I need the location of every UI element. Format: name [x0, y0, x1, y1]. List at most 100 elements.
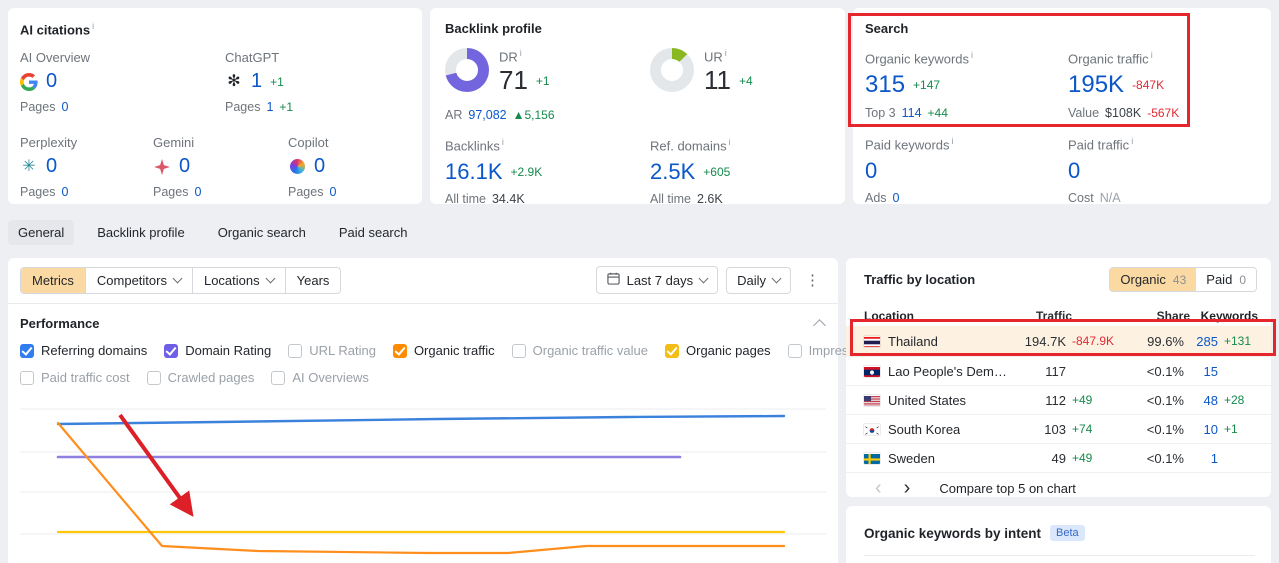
- keywords-delta: +1: [1224, 422, 1238, 436]
- next-page-icon[interactable]: ›: [903, 477, 911, 499]
- ads-value[interactable]: 0: [892, 190, 900, 205]
- checkbox-paid-traffic-cost[interactable]: Paid traffic cost: [20, 370, 130, 385]
- chatgpt-pages[interactable]: 1: [266, 100, 274, 115]
- copilot-pages[interactable]: 0: [329, 185, 337, 200]
- google-icon: [20, 72, 38, 91]
- checkbox-box[interactable]: [271, 370, 286, 385]
- keywords-count[interactable]: 1: [1210, 450, 1218, 466]
- ai-overview-count[interactable]: 0: [46, 70, 58, 93]
- performance-chart[interactable]: [8, 385, 838, 563]
- ref-domains-value[interactable]: 2.5K: [650, 158, 696, 184]
- paid-traffic-value[interactable]: 0: [1068, 157, 1081, 183]
- traffic-value: 49: [1051, 450, 1066, 466]
- paid-keywords-value[interactable]: 0: [865, 157, 878, 183]
- info-icon[interactable]: i: [951, 136, 954, 147]
- location-name: South Korea: [888, 421, 961, 437]
- location-name: Thailand: [888, 333, 938, 349]
- metric-checkbox-row-2: Paid traffic cost Crawled pages AI Overvie…: [8, 370, 838, 385]
- checkbox-box[interactable]: [20, 343, 34, 358]
- locations-dropdown[interactable]: Locations: [191, 267, 285, 293]
- flag-icon-us: [864, 395, 880, 406]
- checkbox-box[interactable]: [392, 343, 407, 358]
- table-row-lao-people-s-democratic-rep[interactable]: Lao People's Democratic Rep 117 <0.1% 15: [846, 356, 1271, 385]
- table-row-south-korea[interactable]: South Korea 103 +74 <0.1% 10 +1: [846, 414, 1271, 443]
- share-value: <0.1%: [1146, 363, 1184, 379]
- copilot-count[interactable]: 0: [314, 155, 326, 178]
- keywords-delta: +131: [1224, 334, 1252, 348]
- toggle-organic[interactable]: Organic 43: [1110, 268, 1197, 291]
- table-row-sweden[interactable]: Sweden 49 +49 <0.1% 1: [846, 443, 1271, 472]
- divider: [864, 555, 1255, 556]
- compare-top5-link[interactable]: Compare top 5 on chart: [939, 480, 1076, 496]
- perplexity-pages[interactable]: 0: [61, 185, 69, 200]
- checkbox-url-rating[interactable]: URL Rating: [288, 343, 376, 358]
- tab-general[interactable]: General: [8, 220, 75, 245]
- checkbox-box[interactable]: [787, 343, 802, 358]
- checkbox-box[interactable]: [288, 343, 303, 358]
- checkbox-referring-domains[interactable]: Referring domains: [20, 343, 147, 358]
- table-row-united-states[interactable]: United States 112 +49 <0.1% 48 +28: [846, 385, 1271, 414]
- divider: [8, 303, 838, 304]
- tab-backlink-profile[interactable]: Backlink profile: [97, 225, 185, 240]
- tab-organic-search[interactable]: Organic search: [217, 225, 306, 240]
- ai-citation-ai-overview: AI Overview 0 Pages 0: [20, 50, 91, 115]
- table-header-row: Location Traffic Share Keywords: [846, 306, 1271, 326]
- date-range-dropdown[interactable]: Last 7 days: [595, 266, 719, 294]
- ur-block: UR i 11 +4: [650, 48, 753, 122]
- info-icon[interactable]: i: [1131, 136, 1134, 147]
- checkbox-domain-rating[interactable]: Domain Rating: [164, 343, 271, 358]
- gemini-icon: [153, 158, 171, 176]
- ai-citation-perplexity: Perplexity ✳ 0 Pages 0: [20, 135, 78, 200]
- metrics-button[interactable]: Metrics: [21, 267, 85, 293]
- info-icon[interactable]: i: [971, 50, 974, 60]
- checkbox-organic-pages[interactable]: Organic pages: [665, 343, 771, 358]
- info-icon[interactable]: i: [1150, 50, 1153, 60]
- checkbox-label: Organic pages: [686, 343, 771, 358]
- collapse-chevron-icon[interactable]: [813, 319, 826, 332]
- more-options-icon[interactable]: ⋮: [805, 272, 820, 289]
- keywords-count[interactable]: 10: [1203, 421, 1218, 437]
- ai-citations-row-1: AI Overview 0 Pages 0 ChatGPT ✻ 1 +1 Page: [20, 50, 406, 114]
- perplexity-count[interactable]: 0: [46, 155, 58, 178]
- keywords-count[interactable]: 15: [1203, 363, 1218, 379]
- chatgpt-count[interactable]: 1: [251, 70, 263, 93]
- ur-donut: [650, 48, 694, 92]
- checkbox-box[interactable]: [665, 343, 679, 358]
- dr-value: 71: [499, 65, 528, 96]
- checkbox-box[interactable]: [146, 370, 161, 385]
- competitors-dropdown[interactable]: Competitors: [84, 267, 192, 293]
- checkbox-crawled-pages[interactable]: Crawled pages: [146, 370, 254, 385]
- toggle-paid[interactable]: Paid 0: [1196, 268, 1256, 291]
- prev-page-icon[interactable]: ‹: [875, 477, 882, 499]
- organic-traffic-value[interactable]: 195K: [1068, 71, 1125, 99]
- checkbox-ai-overviews[interactable]: AI Overviews: [271, 370, 369, 385]
- checkbox-label: Referring domains: [41, 343, 148, 358]
- search-title: Search: [865, 21, 909, 36]
- info-icon[interactable]: i: [501, 137, 504, 148]
- checkbox-box[interactable]: [511, 343, 526, 358]
- info-icon[interactable]: i: [728, 137, 731, 148]
- table-row-thailand[interactable]: Thailand 194.7K -847.9K 99.6% 285 +131: [846, 326, 1271, 356]
- traffic-value: 103: [1044, 421, 1066, 437]
- top3-value[interactable]: 114: [901, 106, 922, 121]
- keywords-delta: +28: [1224, 393, 1245, 407]
- granularity-dropdown[interactable]: Daily: [726, 266, 791, 294]
- performance-card: Metrics Competitors Locations Years Last…: [8, 258, 978, 563]
- info-icon[interactable]: i: [724, 48, 727, 58]
- checkbox-organic-traffic-value[interactable]: Organic traffic value: [511, 343, 648, 358]
- backlinks-value[interactable]: 16.1K: [445, 158, 503, 184]
- checkbox-box[interactable]: [20, 370, 34, 385]
- ar-value[interactable]: 97,082: [468, 108, 507, 123]
- years-button[interactable]: Years: [284, 267, 341, 293]
- gemini-pages[interactable]: 0: [194, 185, 202, 200]
- checkbox-organic-traffic[interactable]: Organic traffic: [392, 343, 495, 358]
- organic-keywords-value[interactable]: 315: [865, 71, 906, 99]
- checkbox-box[interactable]: [164, 343, 179, 358]
- ai-overview-pages[interactable]: 0: [61, 100, 69, 115]
- info-icon[interactable]: i: [519, 48, 522, 58]
- keywords-count[interactable]: 48: [1203, 392, 1218, 408]
- info-icon[interactable]: i: [92, 21, 95, 31]
- keywords-count[interactable]: 285: [1196, 333, 1218, 349]
- gemini-count[interactable]: 0: [179, 155, 191, 178]
- tab-paid-search[interactable]: Paid search: [338, 225, 408, 240]
